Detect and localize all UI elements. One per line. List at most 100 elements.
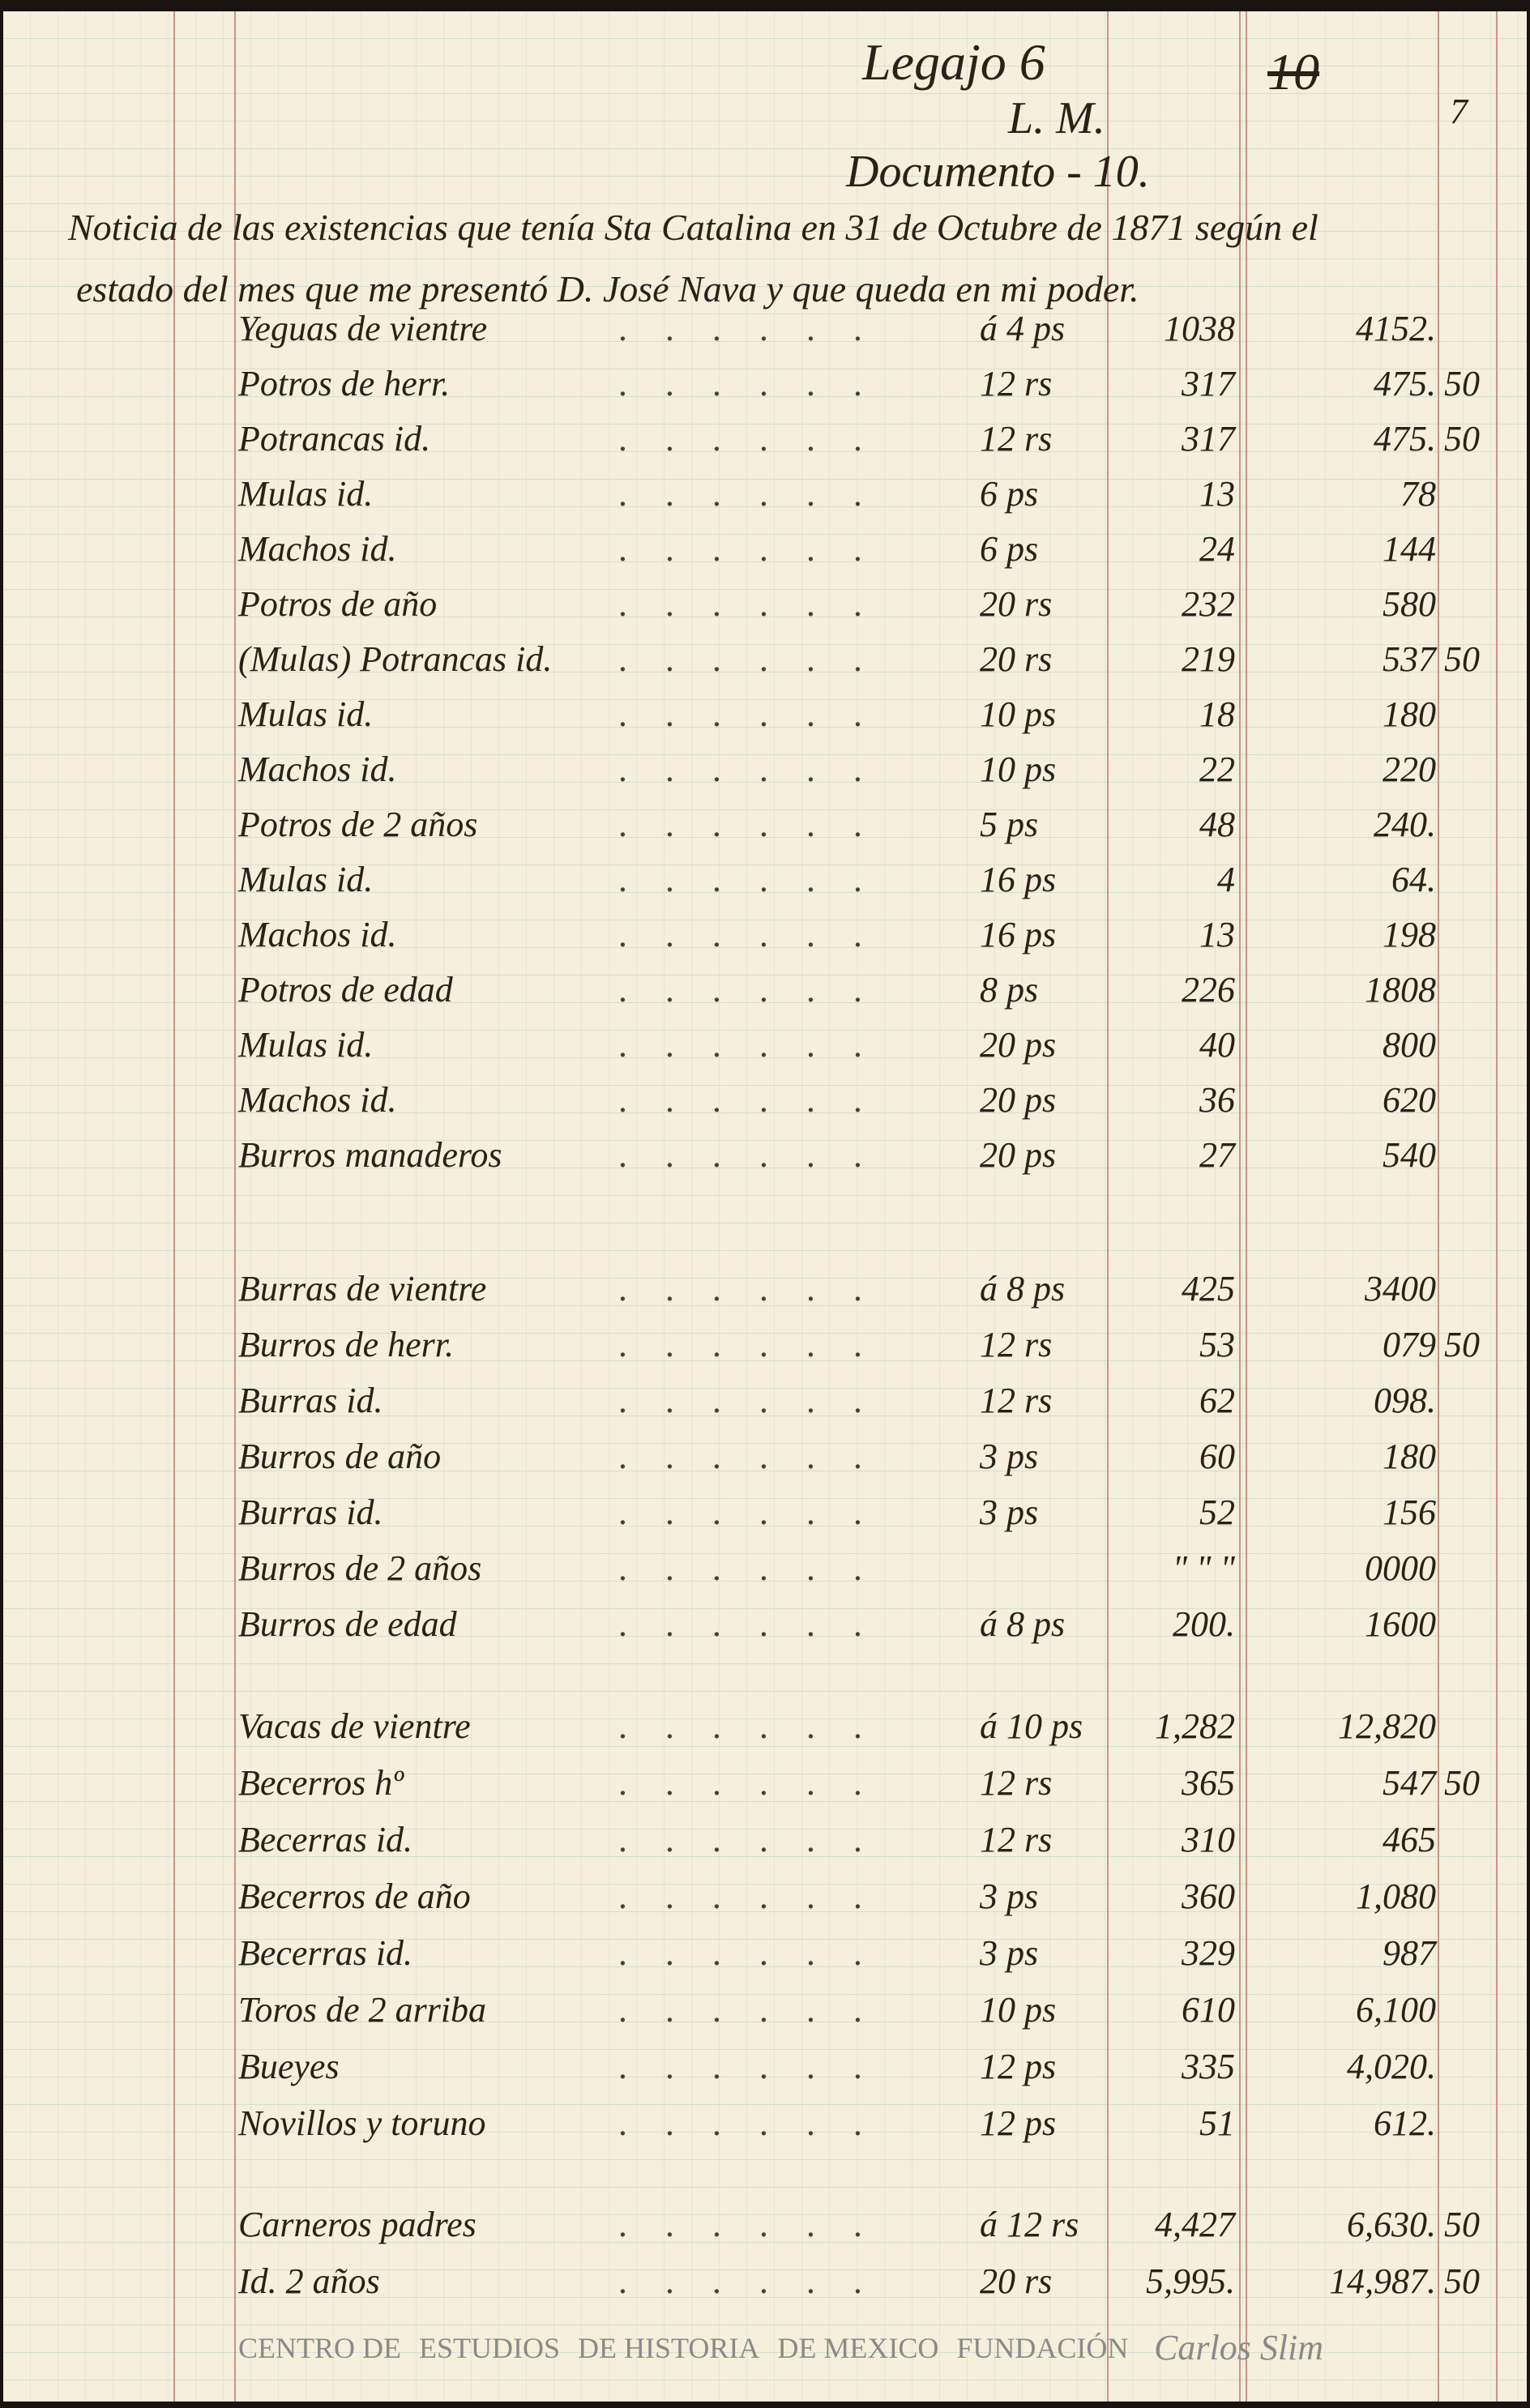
table-row: Burros de edad . . . . . . á 8 ps 200. 1600 [3, 1595, 1527, 1644]
leader-dots: . . . . . . [619, 1324, 878, 1364]
cents: 50 [1444, 2261, 1480, 2301]
item-description: Burras id. [238, 1380, 383, 1420]
amount: 78 [1400, 473, 1436, 514]
item-description: Potrancas id. [238, 418, 431, 459]
table-row: Novillos y toruno . . . . . . 12 ps 51 612. [3, 2094, 1527, 2143]
unit-price: 6 ps [980, 528, 1039, 569]
leader-dots: . . . . . . [619, 1706, 878, 1746]
item-description: Mulas id. [238, 694, 374, 734]
unit-price: á 4 ps [980, 308, 1066, 348]
quantity: 425 [1182, 1268, 1235, 1309]
table-row: Machos id. . . . . . . 20 ps 36 620 [3, 1071, 1527, 1120]
unit-price: 12 rs [980, 1819, 1053, 1859]
column-line [1438, 11, 1439, 2402]
unit-price: 12 rs [980, 1380, 1053, 1420]
table-row: Carneros padres . . . . . . á 12 rs 4,427 6,… [3, 2196, 1527, 2244]
quantity: 317 [1182, 363, 1235, 403]
leader-dots: . . . . . . [619, 1989, 878, 2030]
leader-dots: . . . . . . [619, 473, 878, 514]
quantity: 48 [1199, 804, 1235, 844]
leader-dots: . . . . . . [619, 1079, 878, 1120]
amount: 156 [1383, 1492, 1436, 1532]
unit-price: 3 ps [980, 1492, 1039, 1532]
unit-price: 12 ps [980, 2103, 1057, 2143]
unit-price: 6 ps [980, 473, 1039, 514]
table-row: Becerras id. . . . . . . 12 rs 310 465 [3, 1811, 1527, 1859]
amount: 580 [1383, 583, 1436, 624]
leader-dots: . . . . . . [619, 859, 878, 899]
unit-price: 10 ps [980, 1989, 1057, 2030]
amount: 240. [1374, 804, 1436, 844]
leader-dots: . . . . . . [619, 363, 878, 403]
amount: 620 [1383, 1079, 1436, 1120]
amount: 800 [1383, 1024, 1436, 1065]
amount: 465 [1383, 1819, 1436, 1859]
leader-dots: . . . . . . [619, 1932, 878, 1973]
unit-price: 12 ps [980, 2046, 1057, 2086]
watermark-line: ESTUDIOS [419, 2332, 561, 2364]
cents: 50 [1444, 418, 1480, 459]
leader-dots: . . . . . . [619, 1819, 878, 1859]
item-description: Burras id. [238, 1492, 383, 1532]
amount: 547 [1383, 1762, 1436, 1803]
margin-line [173, 11, 175, 2402]
table-row: Burros de herr. . . . . . . 12 rs 53 079 50 [3, 1316, 1527, 1364]
quantity: 610 [1182, 1989, 1235, 2030]
leader-dots: . . . . . . [619, 583, 878, 624]
item-description: Machos id. [238, 1079, 397, 1120]
table-row: Burros de año . . . . . . 3 ps 60 180 [3, 1428, 1527, 1476]
amount: 180 [1383, 694, 1436, 734]
watermark-line: CENTRO DE [238, 2332, 401, 2364]
item-description: Becerras id. [238, 1932, 413, 1973]
column-line [1239, 11, 1241, 2402]
table-row: Bueyes . . . . . . 12 ps 335 4,020. [3, 2038, 1527, 2086]
amount: 079 [1383, 1324, 1436, 1364]
quantity: 22 [1199, 749, 1235, 789]
quantity: 329 [1182, 1932, 1235, 1973]
quantity: 226 [1182, 969, 1235, 1010]
quantity: 27 [1199, 1134, 1235, 1175]
unit-price: 20 rs [980, 583, 1053, 624]
table-row: Mulas id. . . . . . . 6 ps 13 78 [3, 465, 1527, 514]
item-description: Burros manaderos [238, 1134, 502, 1175]
quantity: 232 [1182, 583, 1235, 624]
item-description: Burros de año [238, 1436, 442, 1476]
table-row: Mulas id. . . . . . . 16 ps 4 64. [3, 851, 1527, 899]
leader-dots: . . . . . . [619, 2046, 878, 2086]
item-description: Potros de edad [238, 969, 453, 1010]
amount: 1600 [1365, 1603, 1436, 1644]
table-row: Burras de vientre . . . . . . á 8 ps 425 340… [3, 1260, 1527, 1309]
amount: 4152. [1356, 308, 1436, 348]
leader-dots: . . . . . . [619, 804, 878, 844]
item-description: Mulas id. [238, 1024, 374, 1065]
table-row: Potros de año . . . . . . 20 rs 232 580 [3, 575, 1527, 624]
table-row: Toros de 2 arriba . . . . . . 10 ps 610 6,10… [3, 1981, 1527, 2030]
quantity: 1038 [1164, 308, 1235, 348]
table-row: Machos id. . . . . . . 16 ps 13 198 [3, 906, 1527, 954]
legajo-label: Legajo 6 [862, 33, 1045, 91]
cents: 50 [1444, 1762, 1480, 1803]
amount: 220 [1383, 749, 1436, 789]
quantity: 5,995. [1146, 2261, 1235, 2301]
amount: 64. [1391, 859, 1436, 899]
watermark-line: DE MEXICO [777, 2332, 939, 2364]
item-description: Potros de 2 años [238, 804, 478, 844]
cents: 50 [1444, 638, 1480, 679]
amount: 987 [1383, 1932, 1436, 1973]
document-number: Documento - 10. [846, 147, 1150, 197]
item-description: (Mulas) Potrancas id. [238, 638, 553, 679]
quantity: 36 [1199, 1079, 1235, 1120]
leader-dots: . . . . . . [619, 1762, 878, 1803]
table-row: Becerros de año . . . . . . 3 ps 360 1,080 [3, 1868, 1527, 1916]
unit-price: 20 ps [980, 1079, 1057, 1120]
unit-price: 12 rs [980, 1324, 1053, 1364]
item-description: Becerras id. [238, 1819, 413, 1859]
archive-watermark: CENTRO DE ESTUDIOS DE HISTORIA DE MEXICO… [238, 2330, 1128, 2366]
initials: L. M. [1008, 93, 1105, 143]
quantity: 4,427 [1155, 2204, 1235, 2244]
quantity: 200. [1173, 1603, 1235, 1644]
ledger-page: Legajo 6 L. M. Documento - 10. 10 7 Noti… [3, 11, 1527, 2402]
leader-dots: . . . . . . [619, 528, 878, 569]
item-description: Bueyes [238, 2046, 340, 2086]
leader-dots: . . . . . . [619, 638, 878, 679]
